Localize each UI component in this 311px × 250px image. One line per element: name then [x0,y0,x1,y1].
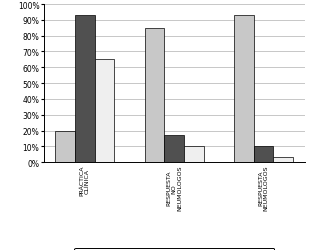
Bar [75,16,95,163]
Bar [234,16,254,163]
Bar [164,136,184,162]
Legend: Curve Flujo Volumen, Rayos X Tórax, Gases Arteriales: Curve Flujo Volumen, Rayos X Tórax, Gase… [74,248,274,250]
Bar [254,147,273,162]
Bar [273,158,293,162]
Bar [95,60,114,162]
Bar [55,131,75,162]
Bar [184,147,204,162]
Bar [145,28,164,162]
